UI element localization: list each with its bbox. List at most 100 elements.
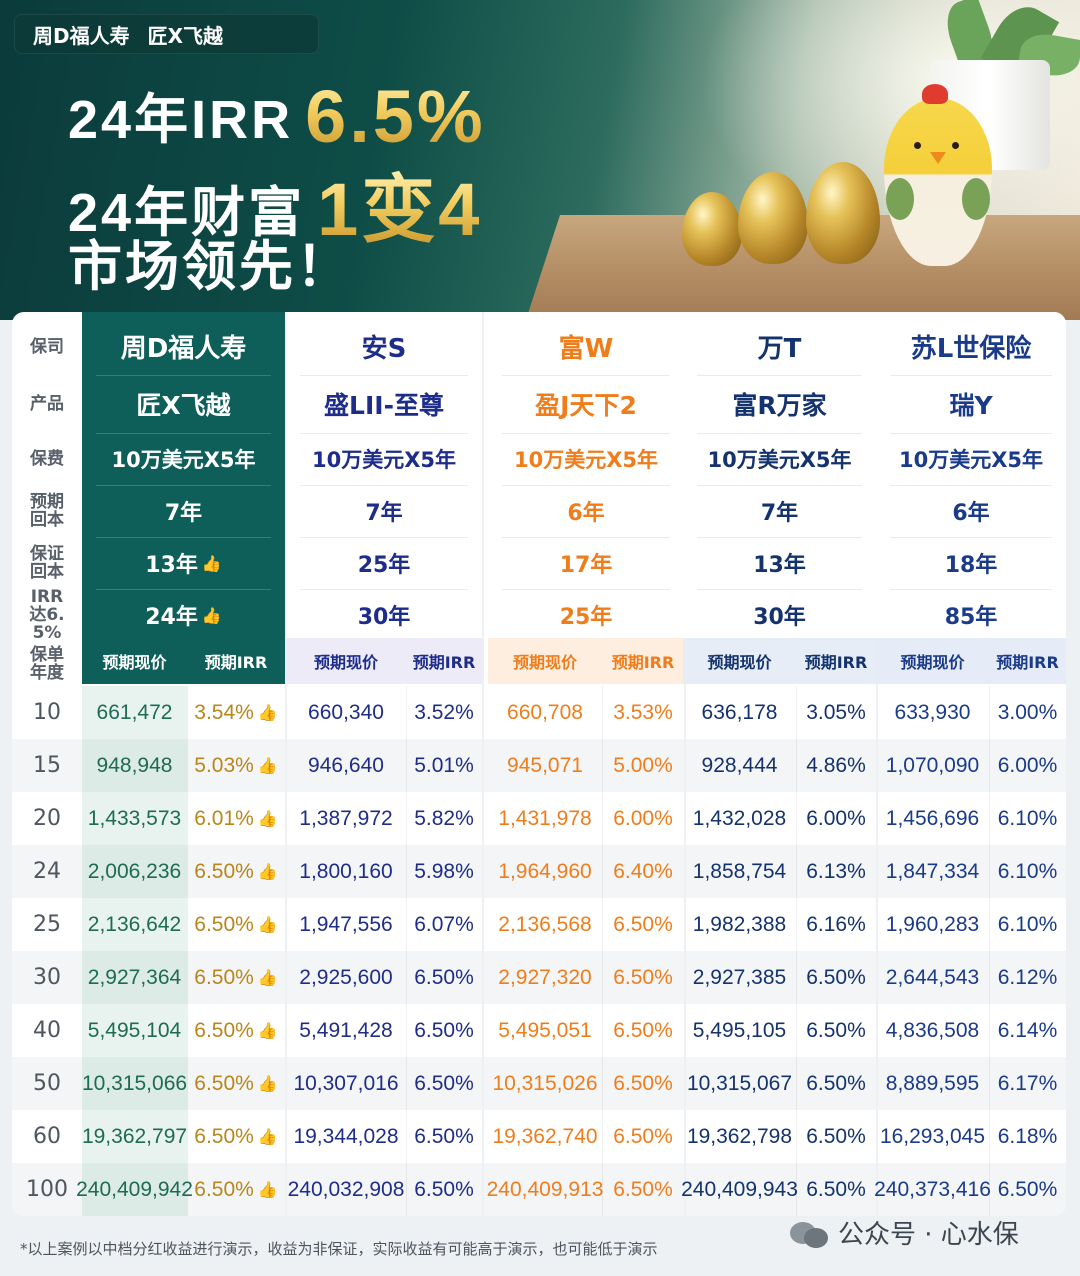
irr-value: 6.12%: [997, 965, 1058, 989]
header-premium: 10万美元X5年: [488, 434, 684, 484]
divider: [300, 433, 468, 434]
cash-value-cell: 2,927,320: [498, 965, 592, 989]
sub-header-irr: 预期IRR: [412, 653, 476, 672]
header-text: 25年: [559, 605, 613, 630]
irr-cell: 6.50%: [796, 1110, 876, 1163]
cash-value-cell: 19,344,028: [293, 1124, 399, 1148]
header-text: 10万美元X5年: [311, 448, 457, 472]
cell-divider: [406, 898, 407, 951]
header-text: 10万美元X5年: [111, 448, 256, 472]
header-text: 富W: [558, 333, 614, 364]
cell-divider: [602, 686, 603, 739]
header-name: 苏L世保险: [876, 318, 1066, 374]
row-band: [12, 792, 1066, 845]
cash-value-cell: 5,495,105: [692, 1018, 787, 1042]
sub-header-irr: 预期IRR: [804, 653, 868, 672]
irr-value: 3.52%: [414, 700, 474, 724]
irr-value: 3.00%: [997, 700, 1058, 724]
header-expected-breakeven: 7年: [286, 486, 482, 536]
column-divider: [482, 312, 484, 1216]
cash-value-cell: 2,006,236: [82, 845, 187, 898]
cell-divider: [602, 951, 603, 1004]
cash-value-cell: 660,708: [507, 700, 583, 724]
watermark: 公众号 · 心水保: [790, 1214, 1019, 1251]
cash-value-cell: 8,889,595: [885, 1071, 980, 1095]
row-band: [12, 1004, 1066, 1057]
irr-value: 6.50%: [414, 1071, 474, 1095]
irr-cell: 6.50% 👍: [187, 951, 285, 1004]
cell-divider: [602, 898, 603, 951]
cell-divider: [796, 686, 797, 739]
cash-value-cell: 10,315,067: [686, 1071, 793, 1095]
sub-header-fu: 预期现价 预期IRR: [488, 638, 684, 684]
irr-cell: 6.10%: [989, 898, 1066, 951]
header-guaranteed-breakeven: 13年: [683, 538, 876, 588]
golden-egg-large: [806, 162, 880, 264]
sub-header-value: 预期现价: [313, 653, 378, 672]
header-text: 苏L世保险: [910, 333, 1032, 364]
cash-value-cell: 19,362,740: [492, 1124, 598, 1148]
policy-year-cell: 50: [33, 1071, 61, 1096]
header-name: 安S: [286, 318, 482, 374]
header-premium: 10万美元X5年: [286, 434, 482, 484]
policy-year-cell: 15: [33, 753, 61, 778]
thumbs-up-icon: 👍: [257, 1075, 278, 1093]
irr-cell: 6.00%: [602, 792, 684, 845]
headline-1-prefix: 24年IRR: [68, 90, 294, 150]
label-guaranteed-breakeven: 保证回本: [30, 544, 64, 582]
cell-divider: [187, 898, 188, 951]
irr-cell: 6.50% 👍: [187, 845, 285, 898]
cell-divider: [796, 1004, 797, 1057]
header-text: 10万美元X5年: [898, 448, 1044, 472]
irr-value: 6.01%: [194, 806, 254, 830]
irr-cell: 6.50%: [602, 1004, 684, 1057]
divider: [890, 537, 1052, 538]
cell-divider: [796, 898, 797, 951]
headline-line-3: 市场领先！: [68, 237, 353, 297]
irr-value: 6.10%: [997, 912, 1058, 936]
policy-year-cell: 60: [33, 1124, 61, 1149]
column-divider: [684, 312, 686, 1216]
sub-header-value: 预期现价: [512, 653, 577, 672]
irr-value: 6.50%: [997, 1177, 1058, 1201]
comparison-grid: 保司 产品 保费 预期回本 保证回本 IRR达6.5% 保单年度 周D福人寿匠X…: [12, 312, 1066, 1216]
row-band: [12, 1057, 1066, 1110]
irr-cell: 5.82%: [406, 792, 482, 845]
irr-cell: 5.98%: [406, 845, 482, 898]
cash-value-cell: 19,362,797: [82, 1110, 187, 1163]
label-company: 保司: [30, 337, 64, 357]
row-band: [12, 1110, 1066, 1163]
irr-value: 6.16%: [806, 912, 866, 936]
row-band: [12, 739, 1066, 792]
irr-value: 6.50%: [194, 1071, 254, 1095]
irr-value: 6.50%: [806, 1018, 866, 1042]
cash-value-cell: 240,409,942: [76, 1163, 193, 1216]
header-product: 富R万家: [683, 376, 876, 432]
sub-header-an: 预期现价 预期IRR: [286, 638, 482, 684]
cell-divider: [406, 951, 407, 1004]
watermark-text: 公众号 · 心水保: [838, 1220, 1019, 1250]
header-product: 匠X飞越: [82, 376, 285, 432]
irr-cell: 6.50% 👍: [187, 1057, 285, 1110]
cash-value-cell: 2,927,385: [692, 965, 787, 989]
irr-value: 6.00%: [997, 753, 1058, 777]
row-band: [12, 845, 1066, 898]
cell-divider: [796, 1163, 797, 1216]
label-column: 保司 产品 保费 预期回本 保证回本 IRR达6.5% 保单年度: [12, 312, 82, 1216]
cash-value-cell: 1,070,090: [885, 753, 980, 777]
irr-value: 6.50%: [613, 1018, 673, 1042]
column-zhou: 周D福人寿 匠X飞越 10万美元X5年 7年 13年 👍 24年 👍: [82, 312, 285, 638]
chick-figurine: [884, 84, 992, 266]
divider: [96, 485, 271, 486]
cash-value-cell: 928,444: [701, 753, 778, 777]
column-fu: 富W 盈J天下2 10万美元X5年 6年 17年 25年: [488, 312, 684, 638]
irr-value: 6.50%: [613, 1177, 673, 1201]
irr-cell: 6.17%: [989, 1057, 1066, 1110]
irr-cell: 6.01% 👍: [187, 792, 285, 845]
header-premium: 10万美元X5年: [82, 434, 285, 484]
divider: [697, 375, 862, 376]
irr-cell: 6.50% 👍: [187, 898, 285, 951]
irr-cell: 4.86%: [796, 739, 876, 792]
header-text: 周D福人寿: [120, 333, 247, 364]
thumbs-up-icon: 👍: [201, 553, 222, 573]
